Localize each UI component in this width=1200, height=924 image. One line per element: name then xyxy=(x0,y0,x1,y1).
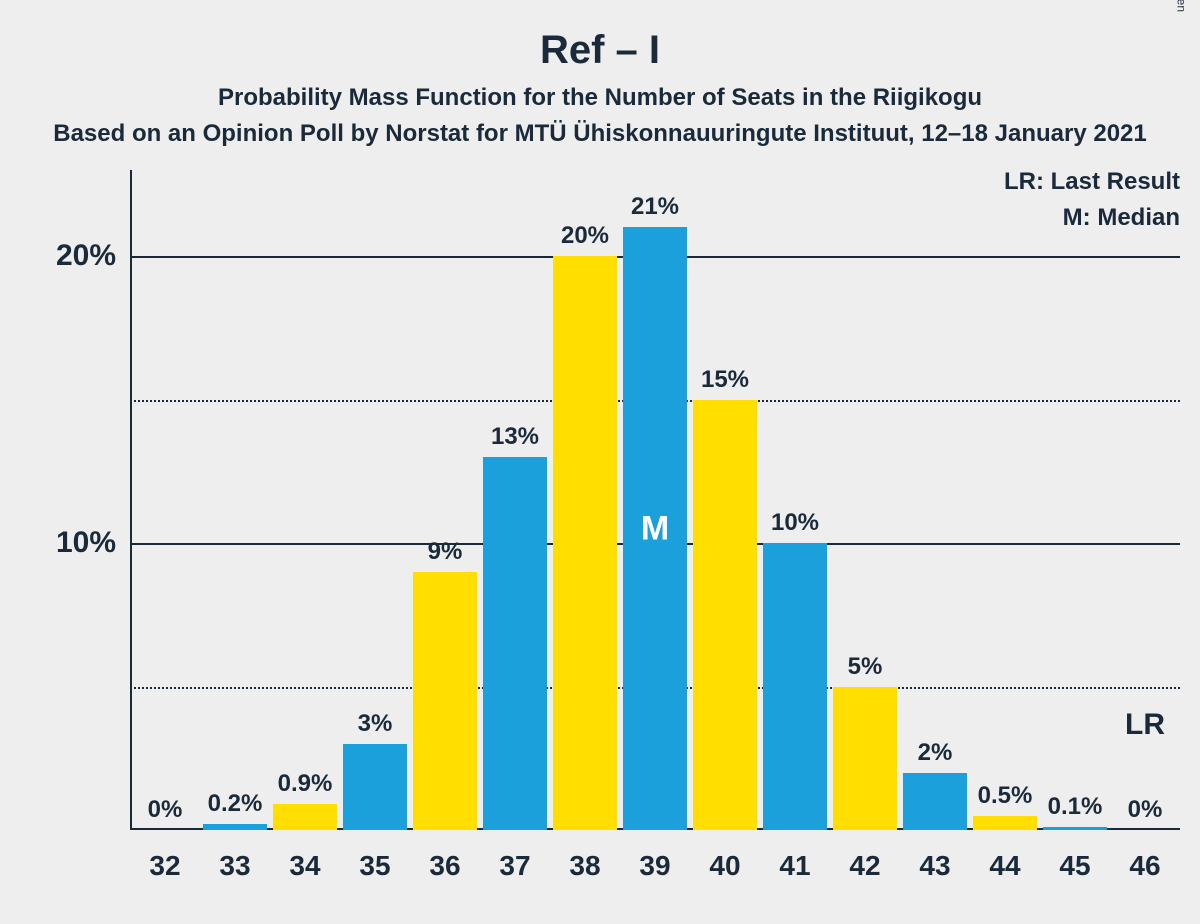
x-tick-label: 39 xyxy=(639,850,670,882)
chart-title: Ref – I xyxy=(0,28,1200,73)
x-tick-label: 41 xyxy=(779,850,810,882)
x-tick-label: 38 xyxy=(569,850,600,882)
bar-value-label: 0% xyxy=(1128,796,1163,824)
bar-value-label: 0% xyxy=(148,796,183,824)
x-tick-label: 34 xyxy=(289,850,320,882)
x-tick-label: 32 xyxy=(149,850,180,882)
bar-value-label: 9% xyxy=(428,538,463,566)
bar xyxy=(693,400,757,830)
chart-subtitle-2: Based on an Opinion Poll by Norstat for … xyxy=(0,120,1200,148)
bar xyxy=(483,457,547,830)
bar xyxy=(413,572,477,830)
bar-value-label: 3% xyxy=(358,710,393,738)
median-marker: M xyxy=(641,509,669,548)
bar xyxy=(763,543,827,830)
chart-subtitle: Probability Mass Function for the Number… xyxy=(0,84,1200,112)
y-axis-line xyxy=(130,170,132,830)
bar-value-label: 10% xyxy=(771,509,819,537)
bar-value-label: 20% xyxy=(561,222,609,250)
bar xyxy=(343,744,407,830)
bar xyxy=(833,687,897,830)
copyright-text: © 2021 Filip van Laenen xyxy=(1174,0,1188,12)
x-tick-label: 46 xyxy=(1129,850,1160,882)
bar-value-label: 0.9% xyxy=(278,770,333,798)
bar-value-label: 15% xyxy=(701,366,749,394)
x-tick-label: 43 xyxy=(919,850,950,882)
x-tick-label: 44 xyxy=(989,850,1020,882)
legend-lr: LR: Last Result xyxy=(1004,168,1180,196)
bar-value-label: 2% xyxy=(918,739,953,767)
x-tick-label: 42 xyxy=(849,850,880,882)
x-tick-label: 36 xyxy=(429,850,460,882)
bar-value-label: 0.5% xyxy=(978,782,1033,810)
bar-value-label: 21% xyxy=(631,193,679,221)
chart-stage: Ref – I Probability Mass Function for th… xyxy=(0,0,1200,924)
bar xyxy=(903,773,967,830)
bar-value-label: 5% xyxy=(848,653,883,681)
y-tick-label: 20% xyxy=(56,239,116,273)
x-tick-label: 37 xyxy=(499,850,530,882)
bar-value-label: 13% xyxy=(491,423,539,451)
bar-value-label: 0.2% xyxy=(208,790,263,818)
x-tick-label: 33 xyxy=(219,850,250,882)
bar xyxy=(1043,827,1107,830)
bar xyxy=(273,804,337,830)
last-result-label: LR xyxy=(1125,708,1165,742)
x-tick-label: 35 xyxy=(359,850,390,882)
bar-value-label: 0.1% xyxy=(1048,793,1103,821)
bar xyxy=(973,816,1037,830)
plot-area: 0% 0.2% 0.9% 3% 9% 13% 20% 21% M 15% 10% 5% 2% 0.5% 0.… xyxy=(130,170,1180,830)
x-tick-label: 40 xyxy=(709,850,740,882)
legend-m: M: Median xyxy=(1063,204,1180,232)
y-tick-label: 10% xyxy=(56,526,116,560)
x-tick-label: 45 xyxy=(1059,850,1090,882)
bar xyxy=(203,824,267,830)
bar xyxy=(553,256,617,830)
